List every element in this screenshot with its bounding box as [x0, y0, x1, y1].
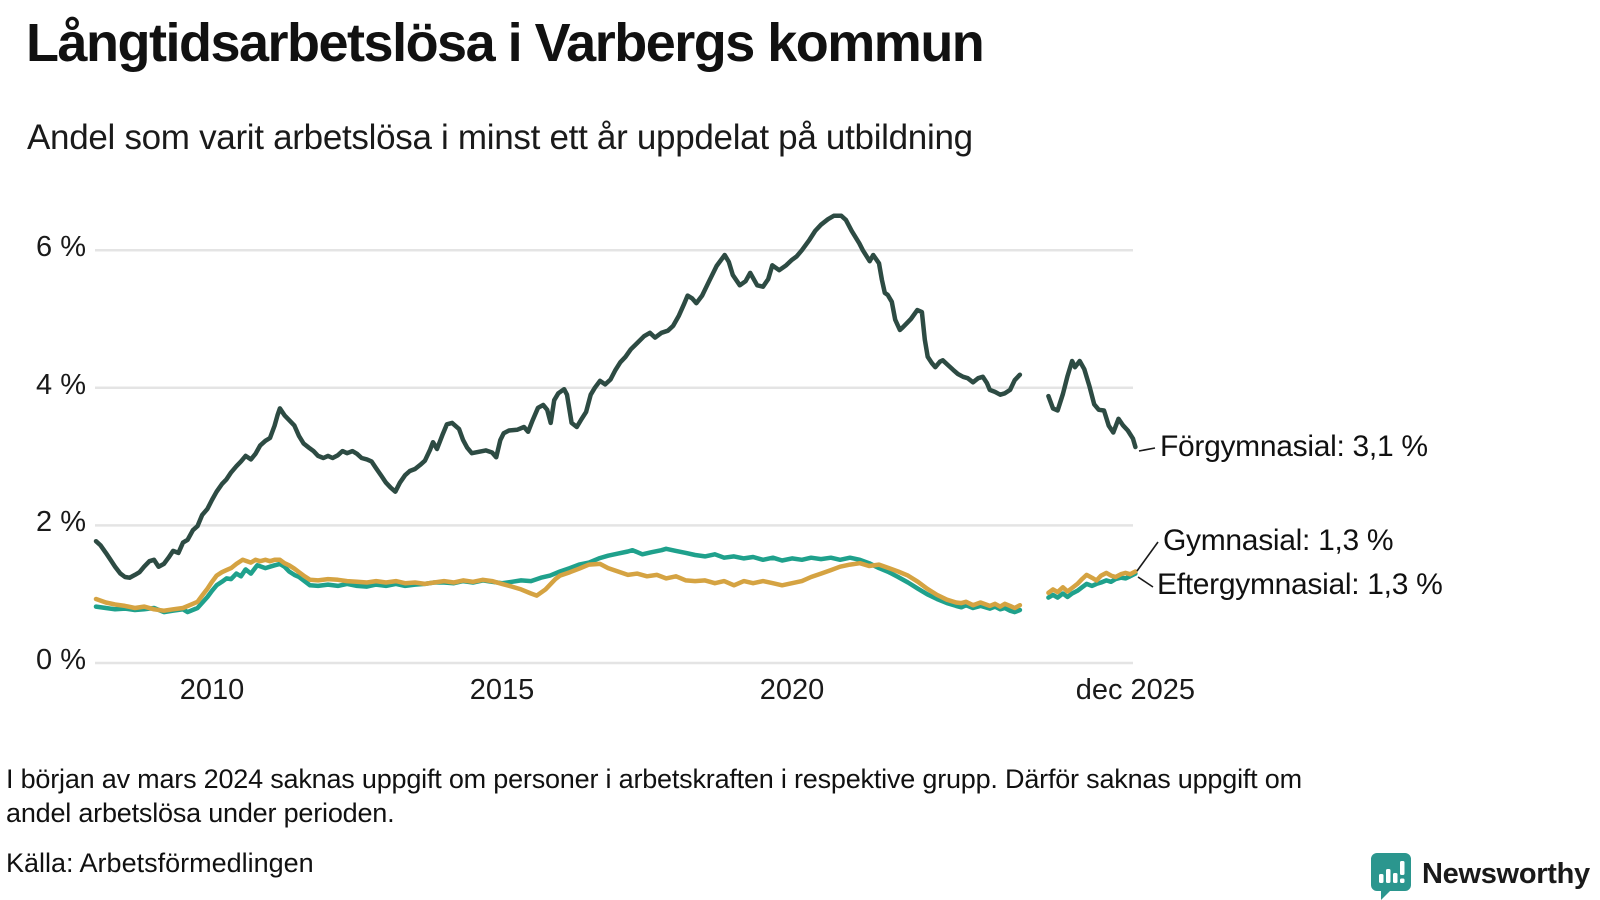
- y-tick-label: 0 %: [36, 644, 86, 676]
- y-tick-label: 6 %: [36, 231, 86, 264]
- connector-forgymnasial: [1138, 447, 1156, 452]
- x-tick-label: dec 2025: [1075, 674, 1196, 706]
- series-line-förgymnasial: [93, 213, 1023, 580]
- series-line-eftergymnasial: [93, 557, 1023, 613]
- y-tick-label: 2 %: [36, 506, 86, 539]
- series-line-förgymnasial: [1046, 358, 1138, 450]
- chart-subtitle: Andel som varit arbetslösa i minst ett å…: [27, 118, 973, 157]
- newsworthy-bubble-icon: [1371, 853, 1411, 900]
- series-label-eftergymnasial: Eftergymnasial: 1,3 %: [1157, 568, 1443, 601]
- series-label-gymnasial: Gymnasial: 1,3 %: [1163, 524, 1394, 557]
- series-line-gymnasial: [1046, 571, 1138, 600]
- series-label-forgymnasial: Förgymnasial: 3,1 %: [1160, 430, 1428, 463]
- newsworthy-logo: Newsworthy: [1370, 852, 1590, 900]
- footnote: I början av mars 2024 saknas uppgift om …: [6, 762, 1302, 830]
- x-tick-label: 2010: [179, 674, 245, 706]
- annotation-connectors: [1136, 447, 1159, 588]
- x-tick-label: 2020: [759, 674, 825, 706]
- newsworthy-wordmark: Newsworthy: [1422, 858, 1590, 890]
- connector-gymnasial: [1136, 541, 1159, 572]
- source-credit: Källa: Arbetsförmedlingen: [6, 848, 314, 878]
- footnote-line: I början av mars 2024 saknas uppgift om …: [6, 764, 1302, 794]
- footnote-line: andel arbetslösa under perioden.: [6, 798, 395, 828]
- line-chart-canvas: [93, 213, 1159, 665]
- chart-title: Långtidsarbetslösa i Varbergs kommun: [26, 13, 985, 73]
- y-tick-label: 4 %: [36, 368, 86, 401]
- x-tick-label: 2015: [469, 674, 535, 706]
- gridlines: [95, 248, 1133, 665]
- chart-series: [93, 213, 1138, 615]
- series-line-eftergymnasial: [1046, 569, 1138, 596]
- series-line-gymnasial: [93, 546, 1023, 615]
- connector-eftergymnasial: [1137, 576, 1154, 588]
